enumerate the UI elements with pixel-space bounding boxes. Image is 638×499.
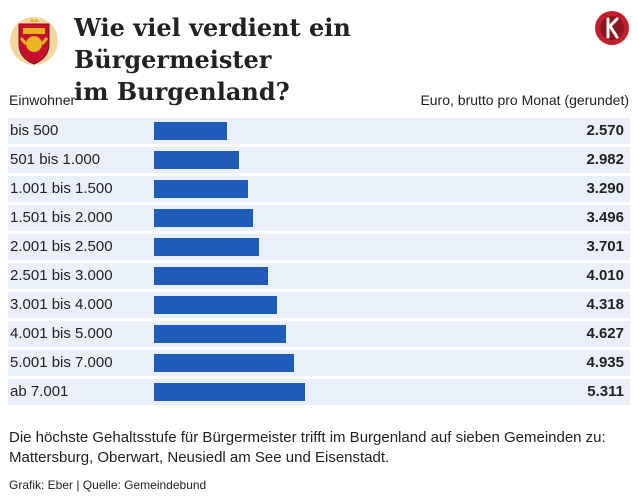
column-header-salary: Euro, brutto pro Monat (gerundet) <box>420 92 629 108</box>
chart-title: Wie viel verdient ein Bürgermeister im B… <box>74 12 554 108</box>
category-label: 3.001 bis 4.000 <box>10 296 113 313</box>
footnote: Die höchste Gehaltsstufe für Bürgermeist… <box>9 429 606 466</box>
bar <box>154 296 277 314</box>
title-line-1: Wie viel verdient ein Bürgermeister <box>74 13 351 74</box>
value-label: 2.982 <box>586 151 624 168</box>
burgenland-coat-of-arms-icon <box>10 17 58 65</box>
bar <box>154 122 227 140</box>
title-line-2: im Burgenland? <box>74 77 290 106</box>
bar <box>154 209 253 227</box>
column-header-population: Einwohner <box>9 92 76 108</box>
category-label: 1.501 bis 2.000 <box>10 209 113 226</box>
value-label: 3.496 <box>586 209 624 226</box>
table-row: 2.001 bis 2.500 3.701 <box>8 234 630 260</box>
bar <box>154 383 305 401</box>
table-row: 1.001 bis 1.500 3.290 <box>8 176 630 202</box>
value-label: 4.010 <box>586 267 624 284</box>
table-row: 2.501 bis 3.000 4.010 <box>8 263 630 289</box>
table-row: 501 bis 1.000 2.982 <box>8 147 630 173</box>
table-row: bis 500 2.570 <box>8 118 630 144</box>
bar <box>154 151 239 169</box>
value-label: 2.570 <box>586 122 624 139</box>
table-row: ab 7.001 5.311 <box>8 379 630 405</box>
table-row: 1.501 bis 2.000 3.496 <box>8 205 630 231</box>
value-label: 4.935 <box>586 354 624 371</box>
category-label: 1.001 bis 1.500 <box>10 180 113 197</box>
value-label: 4.627 <box>586 325 624 342</box>
bar-chart: bis 500 2.570 501 bis 1.000 2.982 1.001 bis … <box>0 118 638 408</box>
source-line: Grafik: Eber | Quelle: Gemeindebund <box>9 478 207 492</box>
bar <box>154 354 294 372</box>
category-label: 5.001 bis 7.000 <box>10 354 113 371</box>
category-label: ab 7.001 <box>10 383 69 400</box>
table-row: 5.001 bis 7.000 4.935 <box>8 350 630 376</box>
bar <box>154 238 259 256</box>
value-label: 5.311 <box>587 383 624 400</box>
bar <box>154 325 286 343</box>
category-label: 4.001 bis 5.000 <box>10 325 113 342</box>
category-label: 2.501 bis 3.000 <box>10 267 113 284</box>
value-label: 4.318 <box>586 296 624 313</box>
category-label: 501 bis 1.000 <box>10 151 101 168</box>
bar <box>154 180 248 198</box>
value-label: 3.290 <box>586 180 624 197</box>
category-label: bis 500 <box>10 122 59 139</box>
table-row: 3.001 bis 4.000 4.318 <box>8 292 630 318</box>
kurier-logo-icon <box>595 11 629 45</box>
chart-header: Wie viel verdient ein Bürgermeister im B… <box>0 0 638 106</box>
value-label: 3.701 <box>586 238 624 255</box>
bar <box>154 267 268 285</box>
category-label: 2.001 bis 2.500 <box>10 238 113 255</box>
table-row: 4.001 bis 5.000 4.627 <box>8 321 630 347</box>
